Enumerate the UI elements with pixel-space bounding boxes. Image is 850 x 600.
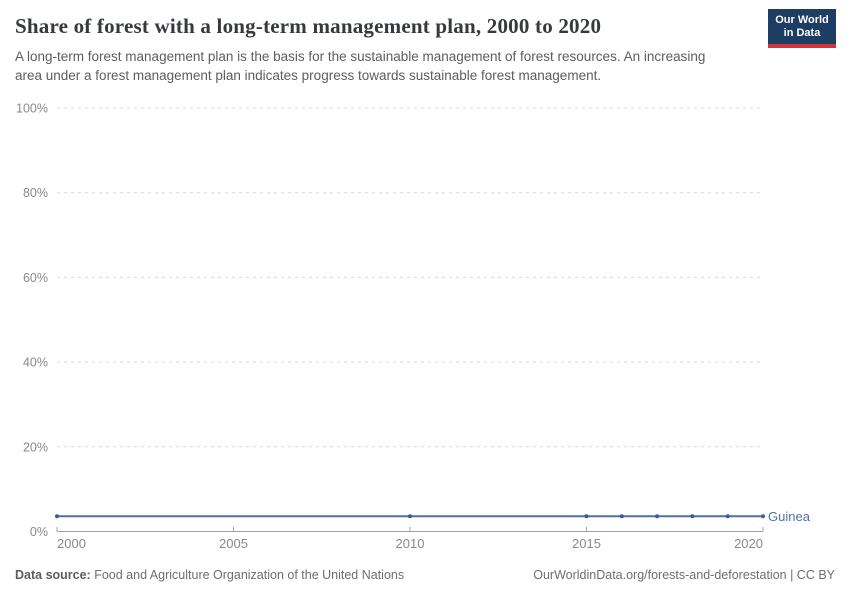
data-point[interactable] — [55, 514, 59, 519]
data-source-label: Data source: — [15, 568, 91, 582]
page-title: Share of forest with a long-term managem… — [15, 14, 602, 38]
x-tick-label: 2005 — [219, 536, 248, 551]
data-point[interactable] — [690, 514, 695, 519]
y-tick-label: 20% — [23, 440, 48, 454]
attribution-link[interactable]: OurWorldinData.org/forests-and-deforesta… — [533, 568, 835, 582]
series-label-guinea[interactable]: Guinea — [768, 509, 811, 524]
data-point[interactable] — [761, 514, 765, 519]
x-tick-label: 2010 — [396, 536, 425, 551]
data-point[interactable] — [655, 514, 660, 519]
chart-subtitle: A long-term forest management plan is th… — [15, 49, 706, 83]
data-source-text: Food and Agriculture Organization of the… — [90, 568, 405, 582]
y-tick-label: 40% — [23, 356, 48, 370]
y-tick-label: 80% — [23, 186, 48, 200]
owid-logo[interactable]: Our World in Data — [768, 9, 836, 48]
chart-footer: Data source: Food and Agriculture Organi… — [15, 568, 835, 582]
y-tick-label: 100% — [16, 102, 48, 116]
owid-logo-line1: Our World — [775, 13, 829, 26]
data-point[interactable] — [408, 514, 412, 519]
y-tick-label: 60% — [23, 271, 48, 285]
data-point[interactable] — [584, 514, 589, 519]
x-tick-label: 2000 — [57, 536, 86, 551]
data-point[interactable] — [619, 514, 624, 519]
data-point[interactable] — [725, 514, 730, 519]
x-tick-label: 2020 — [734, 536, 763, 551]
x-tick-label: 2015 — [572, 536, 601, 551]
y-tick-label: 0% — [30, 525, 48, 539]
chart-header: Share of forest with a long-term managem… — [15, 14, 835, 85]
owid-logo-line2: in Data — [783, 26, 821, 39]
data-source: Data source: Food and Agriculture Organi… — [15, 568, 404, 582]
